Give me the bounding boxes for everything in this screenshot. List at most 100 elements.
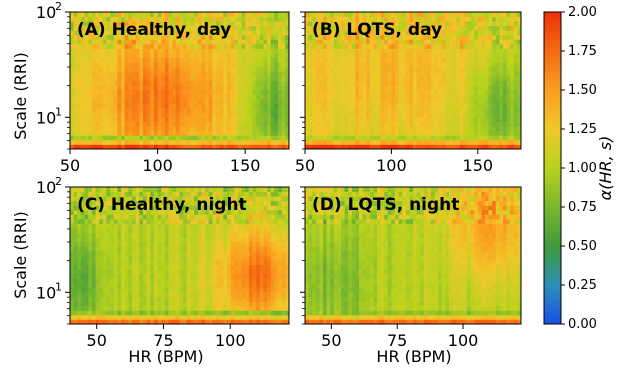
heatmap-cell: [153, 301, 158, 307]
heatmap-cell: [456, 121, 461, 127]
heatmap-cell: [102, 80, 107, 86]
heatmap-cell: [95, 89, 100, 95]
heatmap-cell: [73, 205, 78, 211]
heatmap-cell: [99, 218, 104, 224]
heatmap-cell: [186, 282, 191, 288]
heatmap-cell: [194, 282, 199, 288]
heatmap-cell: [73, 25, 78, 31]
heatmap-cell: [377, 135, 381, 141]
heatmap-cell: [117, 34, 122, 40]
heatmap-cell: [168, 75, 173, 81]
heatmap-cell: [245, 144, 250, 150]
heatmap-cell: [205, 16, 210, 22]
heatmap-cell: [179, 66, 184, 72]
heatmap-cell: [337, 103, 342, 109]
heatmap-cell: [427, 16, 432, 22]
heatmap-cell: [510, 117, 515, 122]
heatmap-cell: [139, 107, 144, 113]
heatmap-cell: [267, 30, 272, 36]
heatmap-cell: [237, 89, 242, 95]
heatmap-cell: [256, 89, 261, 95]
heatmap-cell: [70, 85, 75, 91]
heatmap-cell: [467, 57, 471, 63]
heatmap-cell: [223, 191, 228, 197]
heatmap-cell: [190, 62, 195, 68]
heatmap-cell: [510, 21, 515, 27]
heatmap-cell: [337, 16, 342, 22]
heatmap-cell: [323, 117, 327, 122]
heatmap-cell: [449, 144, 453, 150]
heatmap-cell: [157, 301, 162, 307]
heatmap-cell: [132, 98, 137, 104]
heatmap-cell: [226, 94, 231, 100]
heatmap-cell: [164, 214, 169, 220]
heatmap-cell: [413, 71, 417, 77]
heatmap-cell: [416, 135, 421, 141]
heatmap-cell: [495, 66, 500, 72]
heatmap-cell: [391, 71, 396, 77]
heatmap-cell: [387, 139, 392, 145]
heatmap-cell: [88, 71, 93, 77]
heatmap-cell: [387, 25, 392, 31]
heatmap-cell: [488, 66, 493, 72]
heatmap-cell: [305, 66, 309, 72]
heatmap-cell: [157, 107, 162, 113]
heatmap-cell: [219, 53, 224, 59]
heatmap-cell: [212, 57, 217, 63]
heatmap-cell: [402, 107, 407, 113]
heatmap-cell: [77, 187, 82, 192]
heatmap-cell: [252, 21, 257, 27]
heatmap-cell: [513, 53, 518, 59]
heatmap-cell: [513, 66, 518, 72]
heatmap-cell: [474, 94, 479, 100]
heatmap-cell: [513, 62, 518, 68]
heatmap-cell: [84, 305, 89, 311]
heatmap-cell: [267, 71, 272, 77]
heatmap-cell: [377, 98, 381, 104]
heatmap-cell: [70, 144, 75, 150]
heatmap-cell: [201, 200, 206, 206]
heatmap-cell: [208, 12, 213, 17]
heatmap-cell: [95, 250, 100, 256]
heatmap-cell: [452, 112, 457, 118]
heatmap-cell: [139, 292, 144, 297]
heatmap-cell: [197, 319, 202, 325]
heatmap-cell: [259, 112, 264, 118]
heatmap-cell: [366, 21, 371, 27]
heatmap-cell: [70, 292, 75, 297]
heatmap-cell: [179, 34, 184, 40]
heatmap-cell: [281, 98, 286, 104]
heatmap-cell: [117, 30, 122, 36]
heatmap-cell: [219, 66, 224, 72]
heatmap-cell: [99, 139, 104, 145]
heatmap-cell: [438, 57, 443, 63]
heatmap-cell: [102, 12, 107, 17]
heatmap-cell: [153, 218, 158, 224]
heatmap-cell: [305, 25, 309, 31]
heatmap-cell: [157, 80, 162, 86]
heatmap-cell: [179, 282, 184, 288]
heatmap-cell: [263, 135, 268, 141]
heatmap-cell: [359, 80, 363, 86]
heatmap-cell: [281, 89, 286, 95]
heatmap-cell: [312, 98, 317, 104]
heatmap-cell: [88, 269, 93, 275]
heatmap-cell: [226, 260, 231, 266]
heatmap-cell: [226, 126, 231, 132]
heatmap-cell: [434, 21, 439, 27]
heatmap-cell: [230, 89, 235, 95]
heatmap-cell: [117, 71, 122, 77]
heatmap-cell: [175, 269, 180, 275]
heatmap-cell: [179, 139, 184, 145]
heatmap-cell: [485, 43, 489, 49]
heatmap-cell: [80, 218, 85, 224]
heatmap-cell: [355, 53, 360, 59]
heatmap-cell: [391, 53, 396, 59]
heatmap-cell: [341, 130, 345, 136]
heatmap-cell: [80, 301, 85, 307]
heatmap-cell: [194, 305, 199, 311]
heatmap-cell: [499, 94, 504, 100]
heatmap-cell: [102, 223, 107, 229]
heatmap-cell: [355, 75, 360, 81]
heatmap-cell: [248, 117, 253, 122]
